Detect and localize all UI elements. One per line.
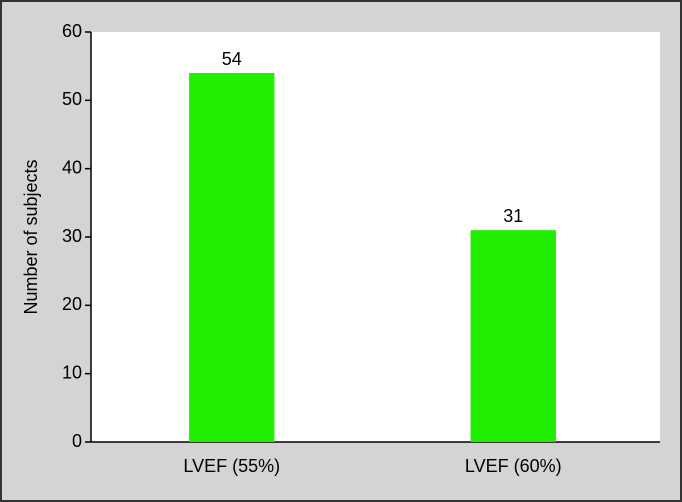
x-tick-label: LVEF (60%) — [465, 456, 562, 476]
x-tick-label: LVEF (55%) — [183, 456, 280, 476]
y-tick-label: 40 — [62, 157, 82, 177]
plot-area — [91, 32, 660, 442]
data-label: 54 — [222, 49, 242, 69]
y-tick-label: 60 — [62, 21, 82, 41]
data-label: 31 — [503, 206, 523, 226]
y-tick-label: 10 — [62, 362, 82, 382]
bar — [470, 230, 556, 442]
y-axis-label: Number of subjects — [21, 159, 41, 314]
y-tick-label: 50 — [62, 89, 82, 109]
y-tick-label: 30 — [62, 226, 82, 246]
bar — [189, 73, 275, 442]
y-tick-label: 20 — [62, 294, 82, 314]
y-tick-label: 0 — [72, 431, 82, 451]
